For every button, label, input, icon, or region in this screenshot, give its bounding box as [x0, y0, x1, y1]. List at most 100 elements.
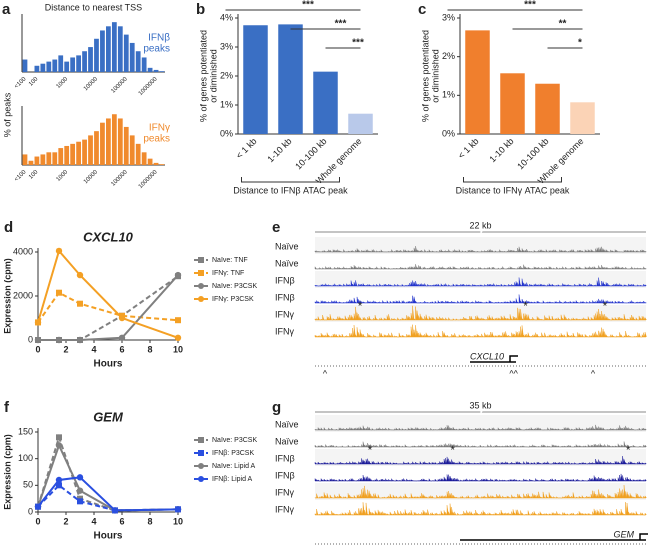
y-tick-label: 2%	[442, 51, 455, 61]
track-signal	[314, 294, 647, 304]
y-tick-label: 0	[28, 506, 33, 516]
bar	[40, 154, 46, 165]
asterisk: *	[450, 443, 455, 457]
track-bg	[315, 483, 646, 500]
bar	[141, 57, 147, 72]
x-tick-label: 1000000	[138, 76, 159, 97]
chart-title: Distance to nearest TSS	[45, 2, 142, 12]
bar	[500, 73, 525, 134]
panel-letter: g	[272, 399, 281, 416]
x-tick-label: < 1 kb	[234, 136, 259, 161]
track-label: Naïve	[275, 241, 299, 251]
marker	[174, 334, 182, 341]
y-tick-label: 0%	[220, 128, 233, 138]
bar	[70, 57, 76, 72]
marker	[175, 317, 181, 324]
bar	[135, 51, 141, 72]
marker	[174, 506, 182, 513]
track-label: IFNβ	[275, 453, 295, 463]
track-bg	[315, 271, 646, 288]
bar	[159, 164, 165, 165]
chart-title: GEM	[93, 409, 124, 424]
x-tick-label: 6	[119, 516, 124, 526]
bar	[34, 65, 40, 72]
bar	[106, 26, 111, 72]
x-tick-label: 8	[147, 516, 152, 526]
marker	[55, 476, 63, 484]
marker	[118, 314, 126, 322]
marker	[55, 247, 63, 255]
x-tick-label: 100	[28, 76, 40, 88]
track-signal	[314, 473, 647, 482]
marker	[34, 319, 42, 326]
bar	[159, 71, 165, 72]
track-label: IFNγ	[275, 326, 294, 336]
x-axis-label: Hours	[94, 531, 123, 542]
track-signal	[314, 441, 647, 448]
x-tick-label: 10-100 kb	[515, 136, 550, 171]
bar	[76, 141, 81, 165]
track-signal	[314, 456, 647, 465]
y-tick-label: 100	[18, 453, 33, 463]
panel-letter: a	[2, 1, 11, 18]
x-tick-label: 1-10 kb	[487, 136, 515, 164]
track-label: IFNβ	[275, 292, 295, 302]
track-signal	[314, 305, 647, 321]
x-tick-label: <100	[14, 169, 28, 183]
marker	[56, 434, 62, 441]
panel-letter: b	[196, 1, 205, 18]
legend-marker	[198, 463, 204, 469]
x-tick-label: 100000	[110, 76, 129, 95]
gene-arrow	[639, 533, 648, 540]
bar	[147, 67, 153, 72]
marker	[76, 271, 84, 279]
x-tick-label: 100000	[110, 169, 129, 188]
x-tick-label: 2	[63, 516, 68, 526]
track-label: IFNγ	[275, 487, 294, 497]
y-tick-label: 3%	[442, 12, 455, 22]
significance-label: ***	[524, 0, 536, 11]
legend-label: Naïve: Lipid A	[212, 463, 256, 470]
x-tick-label: 1000	[56, 169, 70, 183]
bar	[153, 162, 159, 165]
marker	[77, 498, 83, 505]
x-tick-label: 10000	[83, 76, 100, 93]
legend-marker	[198, 257, 204, 263]
y-axis-label: Expression (cpm)	[2, 258, 12, 334]
track-label: IFNβ	[275, 275, 295, 285]
bar	[82, 139, 87, 165]
legend-marker	[198, 450, 204, 456]
panel-letter: c	[418, 1, 426, 18]
significance-label: ***	[335, 19, 347, 30]
bar	[348, 113, 373, 134]
x-tick-label: < 1 kb	[456, 136, 481, 161]
bar	[570, 102, 595, 134]
legend-label: IFNβ: Lipid A	[212, 476, 253, 483]
bar	[123, 34, 129, 72]
marker	[77, 300, 83, 307]
bar	[117, 118, 123, 165]
y-tick-label: 50	[23, 480, 33, 490]
y-axis-label: or diminished	[430, 49, 440, 103]
legend-label: IFNγ: TNF	[212, 270, 244, 277]
chart-title: CXCL10	[83, 229, 134, 244]
scale-label: 22 kb	[469, 220, 491, 230]
marker	[76, 336, 84, 344]
bar	[34, 156, 40, 165]
marker	[118, 334, 126, 341]
x-tick-label: <100	[14, 76, 28, 90]
x-tick-label: 10000	[83, 169, 100, 186]
series-label: IFNβ	[148, 33, 170, 44]
marker	[55, 336, 63, 344]
bar	[465, 30, 490, 134]
bar	[141, 152, 147, 165]
track-signal	[314, 264, 647, 270]
bar	[111, 22, 117, 72]
marker	[76, 487, 84, 494]
bar	[58, 55, 64, 72]
asterisk: *	[626, 443, 631, 457]
legend-label: Naïve: P3CSK	[212, 437, 257, 444]
bar	[40, 63, 46, 72]
marker	[56, 289, 62, 296]
